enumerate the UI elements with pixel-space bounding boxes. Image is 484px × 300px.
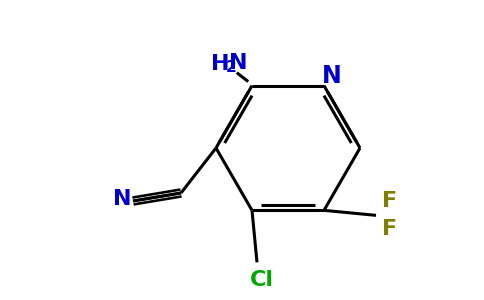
Text: F: F bbox=[382, 191, 397, 212]
Text: N: N bbox=[322, 64, 342, 88]
Text: Cl: Cl bbox=[250, 270, 274, 290]
Text: N: N bbox=[113, 189, 131, 209]
Text: N: N bbox=[229, 52, 247, 73]
Text: H: H bbox=[211, 54, 229, 74]
Text: 2: 2 bbox=[226, 60, 236, 75]
Text: F: F bbox=[382, 219, 397, 239]
